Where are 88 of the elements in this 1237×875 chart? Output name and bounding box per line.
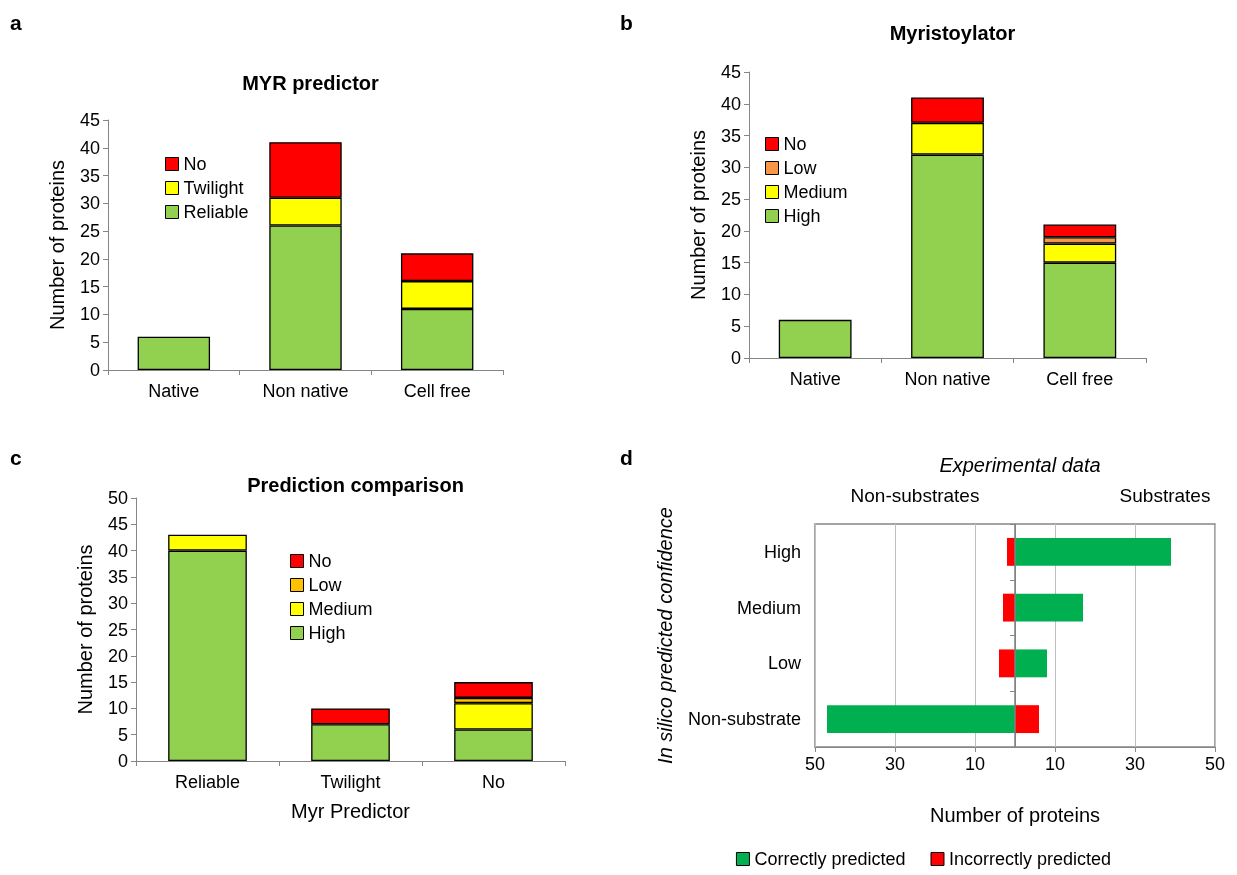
- x-tick-label: 30: [884, 754, 906, 774]
- text: b: [620, 11, 633, 34]
- x-tick-label: Reliable: [174, 772, 241, 792]
- y-tick-label: 20: [720, 220, 741, 241]
- y-axis-title: Number of proteins: [74, 544, 97, 715]
- bar: [1015, 649, 1047, 678]
- y-tick-label: 15: [720, 252, 741, 273]
- x-tick-label: Cell free: [403, 381, 471, 401]
- bar: [999, 649, 1015, 678]
- x-tick-label: Non native: [904, 369, 991, 389]
- bar: [137, 336, 211, 370]
- bar: [827, 705, 1015, 734]
- text: a: [10, 11, 22, 34]
- text: Substrates: [1119, 485, 1211, 506]
- y-tick-label: Non-substrate: [687, 709, 801, 730]
- y-tick-label: 10: [79, 304, 100, 325]
- legend-label: Twilight: [183, 178, 244, 198]
- legend-label: Correctly predicted: [754, 849, 906, 869]
- x-tick-label: Native: [148, 381, 200, 401]
- y-tick-label: 30: [79, 193, 100, 214]
- y-tick-label: 25: [720, 189, 741, 210]
- legend-label: Low: [308, 575, 343, 595]
- y-axis-title: Number of proteins: [46, 159, 69, 331]
- y-tick-label: 5: [117, 724, 128, 745]
- legend-label: Medium: [783, 182, 848, 202]
- chart-title: Myristoylator: [889, 22, 1016, 44]
- y-tick-label: 10: [107, 698, 128, 719]
- y-tick-label: 15: [79, 276, 100, 297]
- x-tick-label: 10: [1044, 754, 1066, 774]
- y-tick-label: 50: [107, 488, 128, 508]
- x-tick-label: Non native: [262, 381, 349, 401]
- x-tick-label: Native: [789, 369, 841, 389]
- y-tick-label: 35: [107, 566, 128, 587]
- x-tick-label: No: [481, 772, 506, 792]
- legend-label: No: [308, 551, 332, 571]
- legend-label: Low: [783, 158, 818, 178]
- legend-label: Incorrectly predicted: [948, 849, 1112, 869]
- y-tick-label: 0: [730, 348, 741, 368]
- bar: [778, 319, 852, 358]
- y-tick-label: 35: [79, 165, 100, 186]
- x-axis-title: Myr Predictor: [291, 800, 411, 822]
- legend-label: No: [783, 134, 807, 154]
- bar: [1015, 593, 1083, 622]
- y-tick-label: 45: [720, 62, 741, 82]
- legend-label: Medium: [308, 599, 373, 619]
- x-tick-label: Cell free: [1046, 369, 1114, 389]
- chart-title: Experimental data: [939, 454, 1101, 476]
- y-axis-title: Number of proteins: [687, 129, 710, 301]
- chart-title: MYR predictor: [242, 72, 380, 94]
- y-tick-label: 25: [79, 221, 100, 242]
- y-tick-label: 40: [720, 93, 741, 114]
- bar: [1003, 593, 1015, 622]
- x-tick-label: 50: [1204, 754, 1226, 774]
- y-tick-label: 25: [107, 619, 128, 640]
- x-tick-label: Twilight: [320, 772, 381, 792]
- y-tick-label: 35: [720, 125, 741, 146]
- x-axis-title: Number of proteins: [929, 804, 1101, 826]
- bar: [1015, 705, 1039, 734]
- y-tick-label: 10: [720, 284, 741, 305]
- legend-label: High: [308, 623, 346, 643]
- chart-title: Prediction comparison: [247, 474, 464, 496]
- y-axis-title: In silico predicted confidence: [654, 507, 677, 764]
- text: d: [620, 446, 633, 469]
- y-tick-label: 40: [79, 137, 100, 158]
- text: Non-substrates: [850, 485, 980, 506]
- y-tick-label: 5: [730, 316, 741, 337]
- y-tick-label: 45: [79, 110, 100, 130]
- y-tick-label: 30: [720, 157, 741, 178]
- y-tick-label: 40: [107, 540, 128, 561]
- y-tick-label: 0: [117, 751, 128, 771]
- x-tick-label: 10: [964, 754, 986, 774]
- y-tick-label: 15: [107, 672, 128, 693]
- y-tick-label: Medium: [736, 597, 801, 618]
- legend-label: No: [183, 154, 207, 174]
- y-tick-label: 5: [89, 332, 100, 353]
- x-tick-label: 30: [1124, 754, 1146, 774]
- y-tick-label: Low: [767, 653, 802, 674]
- text: c: [10, 446, 22, 469]
- legend-label: High: [783, 206, 821, 226]
- bar: [1015, 537, 1171, 566]
- y-tick-label: 20: [107, 645, 128, 666]
- x-tick-label: 50: [804, 754, 826, 774]
- y-tick-label: High: [763, 541, 801, 562]
- legend-label: Reliable: [183, 202, 249, 222]
- y-tick-label: 20: [79, 248, 100, 269]
- y-tick-label: 0: [89, 360, 100, 380]
- y-tick-label: 30: [107, 593, 128, 614]
- y-tick-label: 45: [107, 514, 128, 535]
